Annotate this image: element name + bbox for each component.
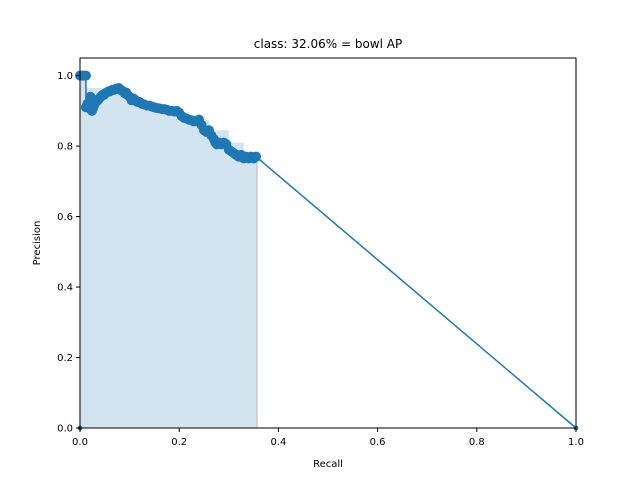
pr-curve-point [80,70,91,81]
y-tick-label: 0.4 [57,283,73,294]
x-tick-label: 0.2 [171,437,187,448]
x-axis-ticks: 0.0 0.2 0.4 0.6 0.8 1.0 [72,428,584,448]
chart-title: class: 32.06% = bowl AP [254,37,402,51]
x-tick-label: 0.6 [370,437,386,448]
x-axis-label: Recall [313,459,343,470]
y-tick-label: 0.6 [57,212,73,223]
y-tick-label: 1.0 [57,71,73,82]
y-tick-label: 0.2 [57,353,73,364]
pr-curve-point [251,151,262,162]
y-tick-label: 0.0 [57,424,73,435]
ap-area-fill [80,75,258,428]
y-axis-ticks: 0.0 0.2 0.4 0.6 0.8 1.0 [57,71,80,435]
x-tick-label: 1.0 [568,437,584,448]
x-tick-label: 0.8 [469,437,485,448]
plot-frame [79,57,577,429]
x-tick-label: 0.4 [270,437,286,448]
filled-area-layer [80,75,258,428]
y-tick-label: 0.8 [57,142,73,153]
marker-layer [75,70,579,431]
x-tick-label: 0.0 [72,437,88,448]
y-axis-label: Precision [32,221,43,266]
